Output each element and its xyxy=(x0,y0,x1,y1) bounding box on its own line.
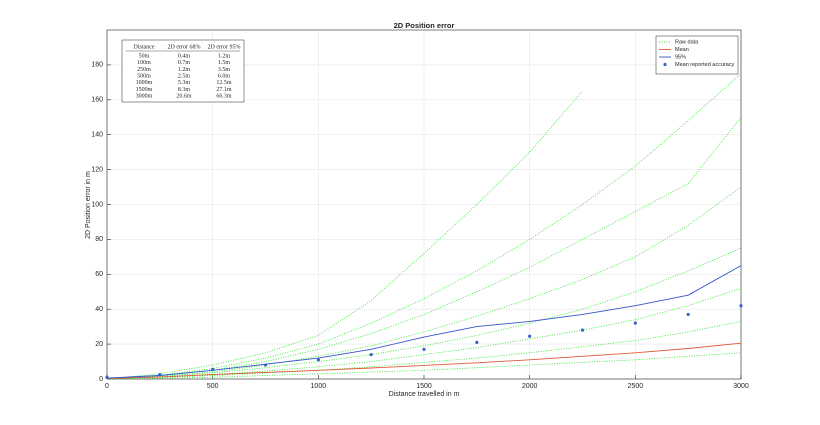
marker xyxy=(211,367,215,372)
table-cell: 1500m xyxy=(136,87,153,93)
y-tick-label: 40 xyxy=(95,306,103,313)
table-cell: 1.2m xyxy=(218,53,231,59)
table-cell: 12.5m xyxy=(216,80,232,86)
x-tick-label: 0 xyxy=(105,383,109,390)
marker xyxy=(369,352,373,357)
table-cell: 1.5m xyxy=(218,60,231,66)
legend-label: Mean xyxy=(675,47,689,53)
x-tick-label: 2000 xyxy=(522,383,538,390)
table-header: 2D error 95% xyxy=(208,44,241,50)
x-tick-label: 500 xyxy=(207,383,219,390)
table-cell: 250m xyxy=(137,67,151,73)
marker xyxy=(422,347,426,351)
inset-table-box xyxy=(121,39,245,103)
table-cell: 1.2m xyxy=(178,67,191,73)
series-line xyxy=(106,342,742,379)
marker xyxy=(686,312,690,317)
plot-frame xyxy=(106,29,742,380)
y-tick-label: 60 xyxy=(95,271,103,278)
table-cell: 6.0m xyxy=(218,73,231,79)
table-cell: 66.3m xyxy=(216,94,232,100)
y-tick-label: 160 xyxy=(91,97,103,104)
series-line xyxy=(106,352,742,380)
x-tick-label: 2500 xyxy=(628,383,644,390)
series-line xyxy=(106,186,742,380)
marker xyxy=(633,321,637,325)
table-cell: 100m xyxy=(137,60,151,66)
x-tick-label: 3000 xyxy=(733,383,749,390)
marker xyxy=(158,373,162,377)
table-cell: 2.5m xyxy=(178,73,191,79)
table-cell: 3000m xyxy=(136,94,153,100)
table-cell: 50m xyxy=(139,53,150,59)
x-tick-label: 1500 xyxy=(416,383,432,390)
x-tick-label: 1000 xyxy=(311,383,327,390)
table-header: 2D error 68% xyxy=(168,44,201,50)
marker xyxy=(263,363,268,367)
marker xyxy=(528,334,532,338)
table-cell: 0.7m xyxy=(178,60,191,66)
legend-label: Mean reported accuracy xyxy=(675,62,735,68)
legend-label: 95% xyxy=(675,54,686,60)
table-cell: 5.3m xyxy=(178,80,191,86)
table-cell: 3.5m xyxy=(218,67,231,73)
legend-swatch xyxy=(663,62,667,67)
table-cell: 1000m xyxy=(136,80,153,86)
table-cell: 8.3m xyxy=(178,87,191,93)
table-cell: 27.1m xyxy=(216,87,232,93)
series-line xyxy=(106,321,742,380)
x-axis-label: Distance travelled in m xyxy=(389,391,460,398)
marker xyxy=(580,328,585,332)
marker xyxy=(105,375,109,379)
series-line xyxy=(106,90,583,380)
y-tick-label: 80 xyxy=(95,236,103,243)
y-tick-label: 100 xyxy=(91,201,103,208)
y-axis-label: 2D Position error in m xyxy=(85,171,92,239)
table-header: Distance xyxy=(134,44,155,50)
y-tick-label: 180 xyxy=(91,62,103,69)
marker xyxy=(316,358,320,362)
marker xyxy=(475,340,479,344)
y-tick-label: 120 xyxy=(91,166,103,173)
series-line xyxy=(106,117,742,380)
table-cell: 20.6m xyxy=(176,94,192,100)
legend-label: Raw data xyxy=(675,39,699,45)
y-tick-label: 140 xyxy=(91,132,103,139)
marker xyxy=(739,304,743,308)
series-line xyxy=(106,247,742,380)
table-cell: 500m xyxy=(137,73,151,79)
y-tick-label: 0 xyxy=(99,376,103,383)
table-cell: 0.4m xyxy=(178,53,191,59)
chart-title: 2D Position error xyxy=(394,21,455,30)
y-tick-label: 20 xyxy=(95,341,103,348)
